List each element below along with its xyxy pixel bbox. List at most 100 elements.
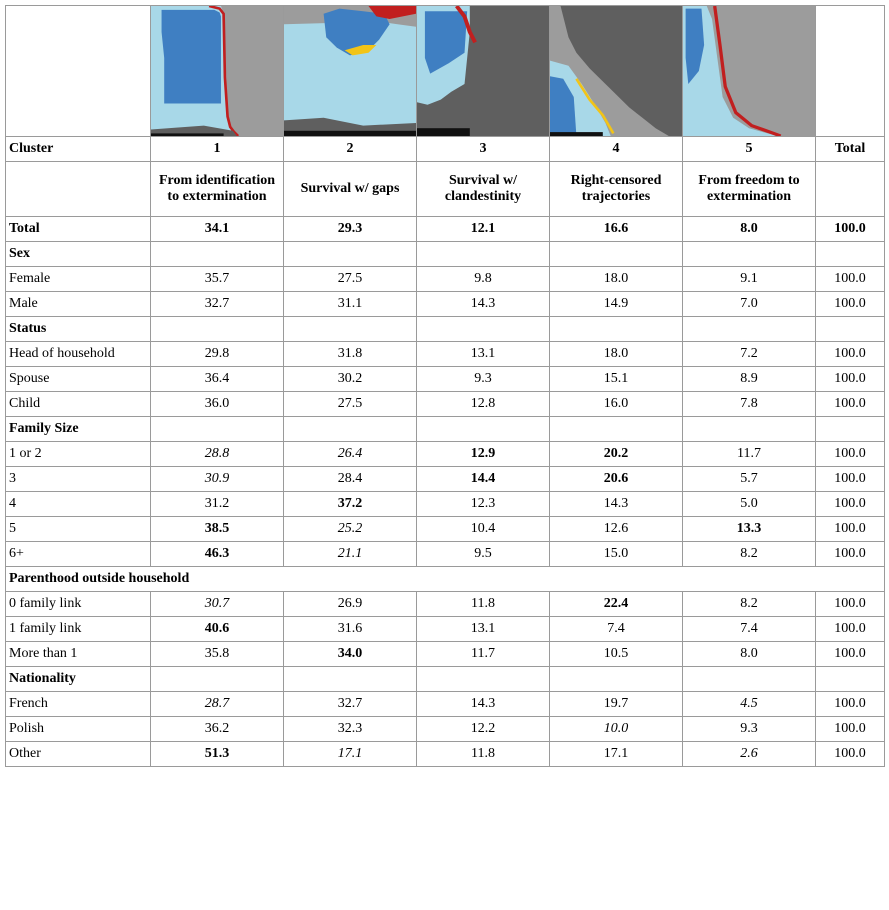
total-value: 100.0 <box>815 266 885 292</box>
table-row-child: Child 36.0 27.5 12.8 16.0 7.8 100.0 <box>5 391 885 417</box>
total-value: 100.0 <box>815 516 885 542</box>
total-value: 100.0 <box>815 491 885 517</box>
cluster-4-value: 20.6 <box>549 466 683 492</box>
cluster-5-value: 8.0 <box>682 216 816 242</box>
row-label: Total <box>5 216 151 242</box>
table-body: Cluster 1 2 3 4 5 Total From identificat… <box>5 5 885 767</box>
empty-cell <box>549 666 683 692</box>
row-label: Polish <box>5 716 151 742</box>
empty-name-cell <box>5 161 151 217</box>
empty-cell <box>416 666 550 692</box>
cluster-2-value: 29.3 <box>283 216 417 242</box>
cluster-1-value: 51.3 <box>150 741 284 767</box>
cluster-1-value: 40.6 <box>150 616 284 642</box>
row-label: 1 family link <box>5 616 151 642</box>
state-area-mid-blue <box>323 8 390 56</box>
total-value: 100.0 <box>815 716 885 742</box>
state-line-red <box>455 6 477 44</box>
cluster-1-value: 35.8 <box>150 641 284 667</box>
empty-cell <box>815 316 885 342</box>
cluster-1-value: 46.3 <box>150 541 284 567</box>
cluster-1-number: 1 <box>150 136 284 162</box>
total-header-label: Total <box>815 136 885 162</box>
cluster-3-thumbnail <box>416 5 550 137</box>
empty-total-cell <box>815 5 885 137</box>
empty-cell <box>682 666 816 692</box>
total-value: 100.0 <box>815 441 885 467</box>
cluster-3-value: 14.4 <box>416 466 550 492</box>
empty-name-total-cell <box>815 161 885 217</box>
row-label: Child <box>5 391 151 417</box>
cluster-5-value: 9.3 <box>682 716 816 742</box>
table-row-0-family-link: 0 family link 30.7 26.9 11.8 22.4 8.2 100.0 <box>5 591 885 617</box>
cluster-1-value: 34.1 <box>150 216 284 242</box>
total-value: 100.0 <box>815 341 885 367</box>
row-label: Head of household <box>5 341 151 367</box>
cluster-5-value: 2.6 <box>682 741 816 767</box>
total-value: 100.0 <box>815 691 885 717</box>
cluster-composition-table: Cluster 1 2 3 4 5 Total From identificat… <box>5 5 885 767</box>
empty-cell <box>416 241 550 267</box>
state-area-mid-blue <box>161 9 221 104</box>
cluster-name-row: From identification to extermination Sur… <box>5 161 885 217</box>
section-header-row: Nationality <box>5 666 885 692</box>
row-label: 0 family link <box>5 591 151 617</box>
cluster-5-value: 7.8 <box>682 391 816 417</box>
cluster-3-value: 13.1 <box>416 341 550 367</box>
cluster-4-value: 15.1 <box>549 366 683 392</box>
state-line-red <box>713 6 782 136</box>
cluster-2-value: 17.1 <box>283 741 417 767</box>
table-row-male: Male 32.7 31.1 14.3 14.9 7.0 100.0 <box>5 291 885 317</box>
cluster-3-value: 13.1 <box>416 616 550 642</box>
empty-cell <box>283 241 417 267</box>
empty-cell <box>283 666 417 692</box>
total-value: 100.0 <box>815 466 885 492</box>
cluster-2-value: 26.4 <box>283 441 417 467</box>
total-value: 100.0 <box>815 391 885 417</box>
section-header-row: Status <box>5 316 885 342</box>
row-label: 5 <box>5 516 151 542</box>
empty-cell <box>283 316 417 342</box>
section-header-row: Parenthood outside household <box>5 566 885 592</box>
cluster-5-value: 8.0 <box>682 641 816 667</box>
cluster-3-value: 12.8 <box>416 391 550 417</box>
section-label: Parenthood outside household <box>5 566 885 592</box>
cluster-4-value: 16.0 <box>549 391 683 417</box>
cluster-number-row: Cluster 1 2 3 4 5 Total <box>5 136 885 162</box>
cluster-3-sequence-plot <box>417 6 549 136</box>
cluster-4-value: 15.0 <box>549 541 683 567</box>
empty-cell <box>815 416 885 442</box>
section-label: Nationality <box>5 666 151 692</box>
cluster-3-value: 12.3 <box>416 491 550 517</box>
row-label: 6+ <box>5 541 151 567</box>
cluster-1-value: 32.7 <box>150 291 284 317</box>
cluster-3-value: 9.3 <box>416 366 550 392</box>
state-area-black <box>550 132 603 136</box>
cluster-1-value: 28.8 <box>150 441 284 467</box>
total-value: 100.0 <box>815 616 885 642</box>
row-label: 3 <box>5 466 151 492</box>
row-label: Spouse <box>5 366 151 392</box>
section-header-row: Family Size <box>5 416 885 442</box>
empty-cell <box>150 416 284 442</box>
cluster-1-value: 30.7 <box>150 591 284 617</box>
empty-cell <box>416 416 550 442</box>
state-line-yellow <box>575 78 615 135</box>
cluster-4-number: 4 <box>549 136 683 162</box>
empty-cell <box>549 416 683 442</box>
state-area-dark-gray <box>151 125 237 136</box>
cluster-4-value: 7.4 <box>549 616 683 642</box>
empty-cell <box>815 666 885 692</box>
empty-cell <box>150 666 284 692</box>
table-row-3: 3 30.9 28.4 14.4 20.6 5.7 100.0 <box>5 466 885 492</box>
cluster-5-sequence-plot <box>683 6 815 136</box>
cluster-2-sequence-plot <box>284 6 416 136</box>
cluster-2-value: 31.8 <box>283 341 417 367</box>
cluster-4-name: Right-censored trajectories <box>549 161 683 217</box>
total-value: 100.0 <box>815 641 885 667</box>
cluster-5-value: 9.1 <box>682 266 816 292</box>
cluster-3-value: 14.3 <box>416 691 550 717</box>
empty-cell <box>150 241 284 267</box>
cluster-1-value: 36.4 <box>150 366 284 392</box>
cluster-4-value: 16.6 <box>549 216 683 242</box>
